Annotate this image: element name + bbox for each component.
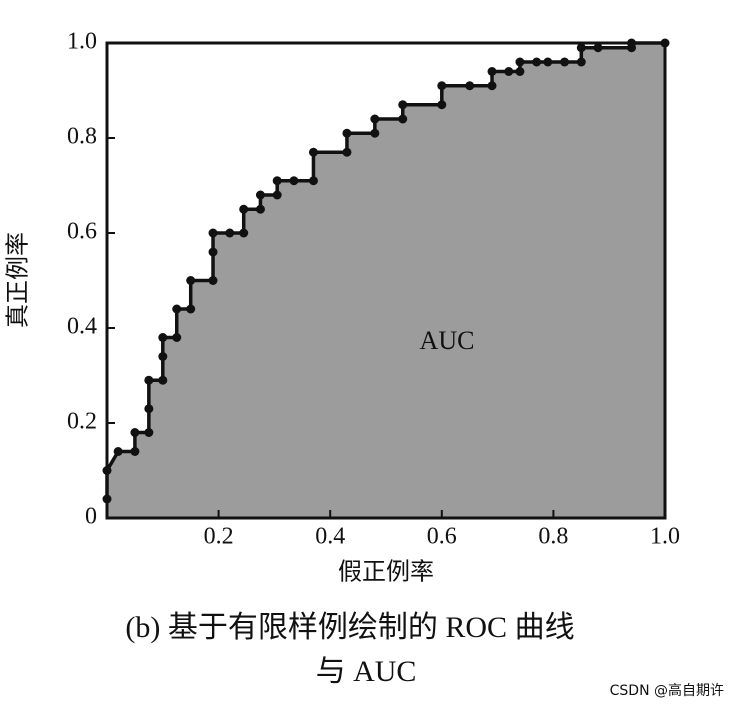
- roc-point: [398, 114, 408, 124]
- roc-point: [225, 228, 235, 238]
- roc-point: [130, 428, 140, 437]
- roc-point: [308, 147, 318, 157]
- y-tick-label: 0.4: [67, 314, 97, 340]
- roc-point: [208, 228, 218, 238]
- roc-point: [342, 147, 352, 157]
- roc-point: [186, 304, 196, 314]
- annotation: AUC: [420, 326, 475, 355]
- y-tick-label: 0.2: [67, 409, 97, 435]
- roc-point: [272, 190, 282, 200]
- roc-point: [515, 57, 525, 67]
- auc-area: [107, 43, 665, 518]
- caption: (b) 基于有限样例绘制的 ROC 曲线: [125, 611, 574, 644]
- roc-point: [113, 447, 123, 456]
- roc-point: [543, 57, 553, 67]
- roc-point: [289, 176, 299, 186]
- roc-point: [576, 43, 586, 53]
- roc-point: [308, 176, 318, 186]
- x-tick-label: 0.4: [315, 524, 345, 550]
- roc-point: [515, 67, 525, 76]
- y-axis-label: 真正例率: [5, 232, 32, 328]
- roc-point: [560, 57, 570, 67]
- roc-point: [172, 304, 182, 314]
- roc-point: [158, 333, 168, 342]
- roc-point: [437, 100, 447, 110]
- caption: 与 AUC: [316, 655, 417, 688]
- x-tick-label: 0.6: [427, 524, 457, 550]
- roc-point: [130, 447, 140, 456]
- roc-point: [593, 43, 603, 53]
- y-tick-label: 0: [85, 504, 97, 530]
- roc-point: [158, 352, 168, 361]
- roc-point: [465, 81, 475, 91]
- roc-point: [255, 190, 265, 200]
- watermark: CSDN @高自期许: [610, 682, 724, 699]
- roc-point: [144, 404, 154, 414]
- roc-point: [487, 81, 497, 91]
- roc-point: [370, 128, 380, 138]
- roc-point: [208, 276, 218, 285]
- plot-frame: [105, 41, 667, 520]
- roc-point: [487, 67, 497, 76]
- x-tick-label: 1.0: [650, 524, 680, 550]
- roc-point: [504, 67, 514, 76]
- roc-point: [172, 333, 182, 342]
- y-tick-label: 0.8: [67, 124, 97, 150]
- y-tick-label: 1.0: [67, 29, 97, 55]
- roc-point: [208, 247, 218, 257]
- roc-point: [239, 204, 249, 214]
- roc-point: [576, 57, 586, 67]
- roc-point: [158, 375, 168, 385]
- x-tick-label: 0.2: [204, 524, 234, 550]
- x-axis-label: 假正例率: [338, 559, 434, 586]
- roc-point: [342, 128, 352, 138]
- x-tick-label: 0.8: [538, 524, 568, 550]
- roc-point: [144, 375, 154, 385]
- roc-point: [370, 114, 380, 124]
- roc-point: [255, 204, 265, 214]
- roc-point: [272, 176, 282, 186]
- roc-point: [186, 276, 196, 285]
- roc-point: [398, 100, 408, 110]
- roc-point: [437, 81, 447, 91]
- roc-point: [239, 228, 249, 238]
- roc-point: [144, 428, 154, 437]
- roc-point: [532, 57, 542, 67]
- y-tick-label: 0.6: [67, 219, 97, 245]
